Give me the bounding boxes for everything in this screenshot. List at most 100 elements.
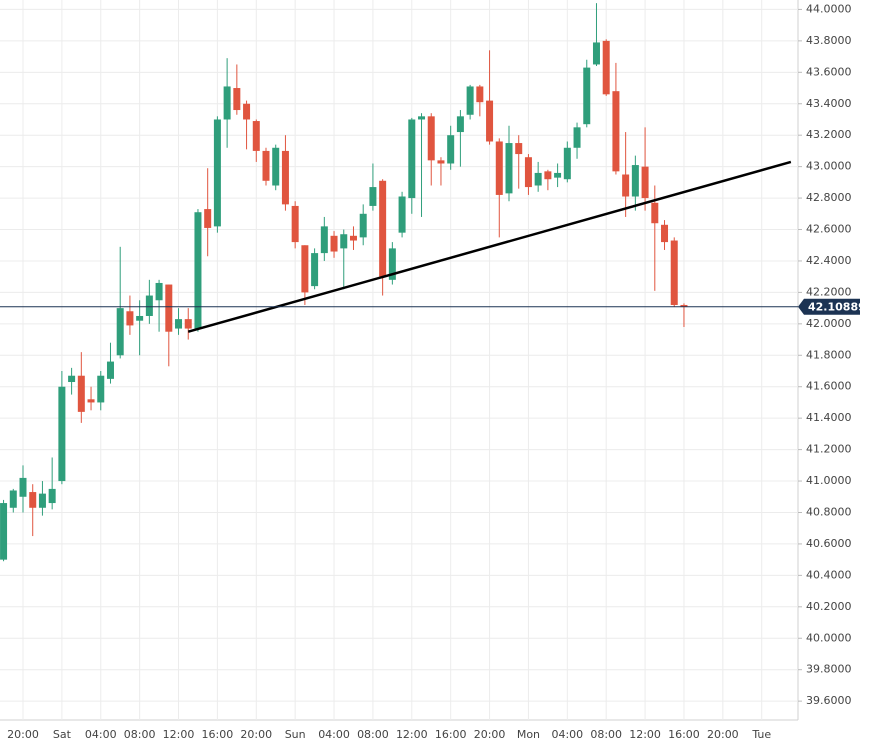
y-tick-label: 41.8000 bbox=[806, 348, 852, 361]
y-tick-label: 42.4000 bbox=[806, 254, 852, 267]
candle-body bbox=[0, 503, 8, 560]
candle-body bbox=[252, 121, 260, 151]
candle-body bbox=[116, 308, 124, 356]
candle-body bbox=[573, 127, 581, 148]
x-tick-label: 08:00 bbox=[357, 728, 389, 741]
candle-body bbox=[651, 202, 659, 224]
trendline bbox=[187, 160, 792, 333]
candle-body bbox=[165, 284, 173, 332]
x-tick-label: 20:00 bbox=[7, 728, 39, 741]
candle-body bbox=[554, 172, 562, 178]
candle-body bbox=[670, 240, 678, 305]
candle-body bbox=[369, 187, 377, 206]
x-tick-label: 12:00 bbox=[629, 728, 661, 741]
y-tick-label: 44.0000 bbox=[806, 2, 852, 15]
y-tick-label: 43.8000 bbox=[806, 34, 852, 47]
candle-body bbox=[106, 361, 114, 379]
candle-body bbox=[476, 86, 484, 103]
y-tick-label: 39.8000 bbox=[806, 663, 852, 676]
candle-body bbox=[612, 91, 620, 172]
candle-body bbox=[622, 174, 630, 197]
candle-body bbox=[544, 171, 552, 180]
x-tick-label: 20:00 bbox=[474, 728, 506, 741]
candle-body bbox=[602, 40, 610, 95]
candle-body bbox=[680, 304, 688, 307]
candle-body bbox=[38, 493, 46, 508]
candle-body bbox=[524, 157, 532, 188]
x-tick-label: 16:00 bbox=[202, 728, 234, 741]
candle-body bbox=[641, 166, 649, 199]
plot-area bbox=[0, 0, 798, 720]
x-tick-label: 12:00 bbox=[396, 728, 428, 741]
y-tick-label: 43.2000 bbox=[806, 128, 852, 141]
y-tick-label: 42.0000 bbox=[806, 317, 852, 330]
candle-body bbox=[592, 42, 600, 65]
candle-body bbox=[87, 399, 95, 403]
candle-body bbox=[359, 213, 367, 238]
candle-body bbox=[19, 477, 27, 497]
x-tick-label: 20:00 bbox=[707, 728, 739, 741]
candle-body bbox=[495, 141, 503, 195]
candle-body bbox=[29, 492, 37, 508]
candle-body bbox=[661, 224, 669, 243]
candle-body bbox=[534, 172, 542, 186]
y-tick-label: 41.0000 bbox=[806, 474, 852, 487]
y-tick-label: 43.0000 bbox=[806, 160, 852, 173]
x-tick-label: 16:00 bbox=[435, 728, 467, 741]
candle-body bbox=[398, 196, 406, 233]
y-tick-label: 42.8000 bbox=[806, 191, 852, 204]
candle-body bbox=[58, 386, 66, 482]
candle-body bbox=[175, 319, 183, 329]
candle-body bbox=[349, 235, 357, 241]
candle-body bbox=[563, 147, 571, 180]
x-tick-label: Sun bbox=[285, 728, 306, 741]
candle-body bbox=[427, 116, 435, 161]
candle-body bbox=[233, 88, 241, 111]
candle-body bbox=[262, 150, 270, 181]
x-tick-label: 08:00 bbox=[124, 728, 156, 741]
last-price-tag bbox=[798, 298, 860, 315]
candle-body bbox=[437, 160, 445, 164]
candle-body bbox=[145, 295, 153, 316]
candle-body bbox=[408, 119, 416, 199]
candle-body bbox=[48, 488, 56, 504]
candle-body bbox=[340, 234, 348, 249]
candle-body bbox=[204, 209, 212, 228]
candle-body bbox=[379, 180, 387, 277]
candle-body bbox=[388, 248, 396, 280]
x-tick-label: 16:00 bbox=[668, 728, 700, 741]
candle-body bbox=[281, 150, 289, 205]
y-tick-label: 42.6000 bbox=[806, 223, 852, 236]
candle-body bbox=[486, 100, 494, 142]
y-tick-label: 43.6000 bbox=[806, 65, 852, 78]
candle-body bbox=[77, 375, 85, 412]
y-tick-label: 40.6000 bbox=[806, 537, 852, 550]
y-tick-label: 41.6000 bbox=[806, 380, 852, 393]
x-tick-label: 04:00 bbox=[85, 728, 117, 741]
x-tick-label: 20:00 bbox=[240, 728, 272, 741]
x-tick-label: 04:00 bbox=[318, 728, 350, 741]
y-tick-label: 40.8000 bbox=[806, 505, 852, 518]
candle-body bbox=[418, 116, 426, 120]
candle-body bbox=[320, 226, 328, 254]
x-tick-label: 04:00 bbox=[551, 728, 583, 741]
candle-body bbox=[9, 490, 17, 508]
candle-body bbox=[631, 165, 639, 197]
candle-body bbox=[223, 86, 231, 120]
candle-body bbox=[136, 315, 144, 321]
candle-body bbox=[330, 235, 338, 252]
y-tick-label: 40.4000 bbox=[806, 568, 852, 581]
candle-body bbox=[243, 103, 251, 120]
candle-body bbox=[213, 119, 221, 227]
x-tick-label: Mon bbox=[517, 728, 540, 741]
candle-body bbox=[311, 253, 319, 287]
candle-body bbox=[126, 311, 134, 326]
candle-body bbox=[466, 86, 474, 115]
candle-body bbox=[291, 205, 299, 243]
candle-body bbox=[583, 67, 591, 125]
y-tick-label: 41.4000 bbox=[806, 411, 852, 424]
y-tick-label: 42.2000 bbox=[806, 285, 852, 298]
candle-body bbox=[68, 375, 76, 383]
last-price-label: 42.108893 bbox=[808, 301, 873, 314]
